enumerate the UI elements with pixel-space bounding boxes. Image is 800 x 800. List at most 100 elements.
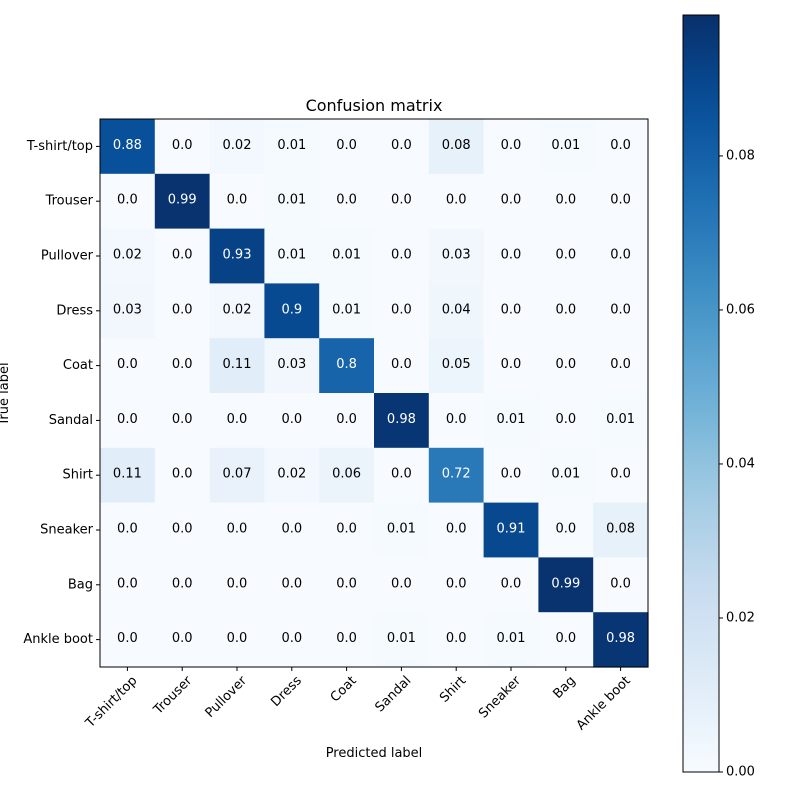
- heatmap-cell: [374, 283, 430, 339]
- cell-value-label: 0.11: [113, 467, 142, 482]
- cell-value-label: 0.01: [551, 467, 580, 482]
- cell-value-label: 0.0: [336, 138, 357, 153]
- cell-value-label: 0.06: [332, 467, 361, 482]
- heatmap-cell: [374, 393, 430, 449]
- cell-value-label: 0.0: [117, 576, 138, 591]
- heatmap-cell: [264, 393, 320, 449]
- heatmap-cell: [264, 119, 320, 175]
- cell-value-label: 0.0: [336, 576, 357, 591]
- heatmap-cell: [154, 173, 211, 230]
- cell-value-label: 0.0: [117, 412, 138, 427]
- heatmap-cell: [319, 393, 375, 449]
- x-axis-label: Predicted label: [326, 746, 423, 761]
- cell-value-label: 0.11: [223, 357, 252, 372]
- cell-value-label: 0.0: [336, 193, 357, 208]
- heatmap-cell: [428, 283, 485, 339]
- heatmap-cell: [209, 173, 265, 230]
- cell-value-label: 0.0: [281, 631, 302, 646]
- heatmap-cell: [538, 173, 594, 230]
- heatmap-cell: [209, 228, 265, 284]
- heatmap-cell: [593, 612, 649, 668]
- cell-value-label: 0.91: [497, 522, 526, 537]
- cell-value-label: 0.02: [223, 302, 252, 317]
- heatmap-cell: [319, 557, 375, 613]
- x-tick-label: Ankle boot: [574, 673, 634, 733]
- cell-value-label: 0.0: [227, 522, 248, 537]
- heatmap-cell: [100, 228, 156, 284]
- heatmap-cell: [593, 447, 649, 504]
- cell-value-label: 0.0: [610, 138, 631, 153]
- cell-value-label: 0.0: [281, 522, 302, 537]
- heatmap-cell: [593, 502, 649, 558]
- x-tick-label: Shirt: [437, 673, 469, 705]
- heatmap-cell: [264, 502, 320, 558]
- cell-value-label: 0.0: [446, 631, 467, 646]
- cell-value-label: 0.0: [172, 248, 193, 263]
- cell-value-label: 0.01: [551, 138, 580, 153]
- heatmap-cell: [538, 228, 594, 284]
- heatmap-cell: [154, 502, 211, 558]
- heatmap-cell: [428, 447, 485, 504]
- heatmap-cell: [483, 173, 539, 230]
- heatmap-cell: [154, 447, 211, 504]
- heatmap-cell: [593, 557, 649, 613]
- cell-value-label: 0.0: [555, 357, 576, 372]
- x-tick-label: T-shirt/top: [82, 673, 140, 731]
- heatmap-cell: [319, 283, 375, 339]
- y-tick-label: Sandal: [49, 413, 93, 428]
- heatmap-cell: [428, 173, 485, 230]
- cell-value-label: 0.0: [555, 193, 576, 208]
- heatmap-cell: [264, 283, 320, 339]
- x-tick-label: Trouser: [150, 673, 195, 718]
- cell-value-label: 0.0: [555, 412, 576, 427]
- cell-value-label: 0.0: [391, 193, 412, 208]
- y-tick-label: T-shirt/top: [26, 139, 93, 154]
- heatmap-cell: [483, 502, 539, 558]
- cell-value-label: 0.0: [172, 412, 193, 427]
- heatmap-cell: [538, 502, 594, 558]
- cell-value-label: 0.0: [281, 576, 302, 591]
- cell-value-label: 0.0: [610, 357, 631, 372]
- cell-value-label: 0.99: [551, 576, 580, 591]
- heatmap-cell: [100, 502, 156, 558]
- cell-value-label: 0.9: [281, 302, 302, 317]
- heatmap-cell: [100, 338, 156, 394]
- cell-value-label: 0.0: [501, 302, 522, 317]
- y-tick-label: Pullover: [41, 249, 94, 264]
- heatmap-cell: [593, 283, 649, 339]
- heatmap-cell: [374, 502, 430, 558]
- cell-value-label: 0.0: [391, 302, 412, 317]
- y-tick-label: Ankle boot: [23, 632, 93, 647]
- cell-value-label: 0.0: [610, 302, 631, 317]
- cell-value-label: 0.0: [446, 522, 467, 537]
- colorbar-tick-label: 0.06: [726, 302, 755, 317]
- cell-value-label: 0.0: [227, 193, 248, 208]
- heatmap-cell: [593, 338, 649, 394]
- cell-value-label: 0.0: [172, 467, 193, 482]
- cell-value-label: 0.01: [606, 412, 635, 427]
- colorbar-tick-label: 0.00: [726, 765, 755, 780]
- colorbar-tick-label: 0.02: [726, 610, 755, 625]
- cell-value-label: 0.8: [336, 357, 357, 372]
- heatmap-cell: [209, 393, 265, 449]
- heatmap-cell: [374, 119, 430, 175]
- cell-value-label: 0.01: [497, 631, 526, 646]
- cell-value-label: 0.88: [113, 138, 142, 153]
- cell-value-label: 0.01: [277, 138, 306, 153]
- heatmap-cell: [209, 502, 265, 558]
- y-axis-label: True label: [0, 362, 12, 426]
- heatmap-cell: [264, 228, 320, 284]
- cell-value-label: 0.0: [501, 138, 522, 153]
- heatmap-cell: [154, 338, 211, 394]
- cell-value-label: 0.99: [168, 193, 197, 208]
- cell-value-label: 0.0: [555, 302, 576, 317]
- heatmap-cell: [593, 173, 649, 230]
- heatmap-cell: [100, 173, 156, 230]
- y-tick-labels: T-shirt/top Trouser Pullover Dress Coat Sanda…: [23, 139, 100, 647]
- cell-value-label: 0.0: [336, 522, 357, 537]
- cell-value-label: 0.03: [277, 357, 306, 372]
- heatmap-cell: [483, 228, 539, 284]
- heatmap-cell: [374, 338, 430, 394]
- heatmap-cell: [209, 119, 265, 175]
